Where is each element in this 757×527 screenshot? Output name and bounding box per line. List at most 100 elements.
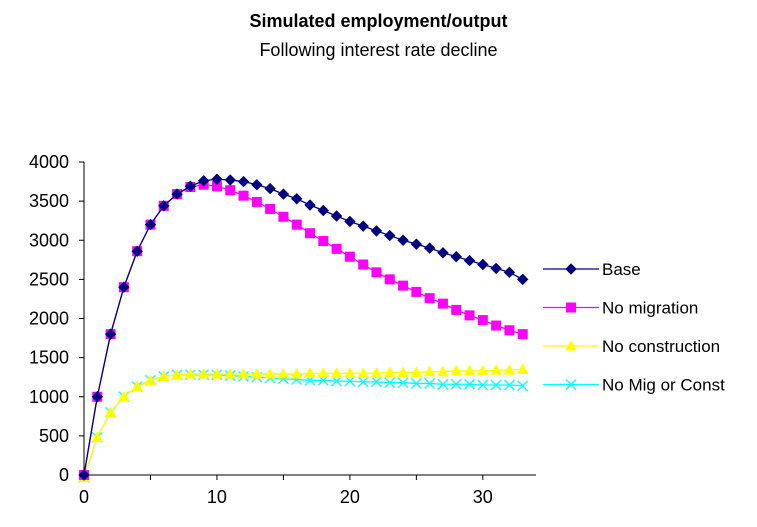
marker-stroke	[450, 378, 462, 390]
marker-stroke	[424, 377, 436, 389]
data-point	[370, 367, 383, 378]
data-point	[211, 368, 223, 379]
data-point	[424, 377, 436, 389]
data-point	[491, 320, 502, 331]
series-base	[78, 173, 529, 481]
x-tick-label: 30	[473, 487, 493, 507]
marker-stroke	[371, 376, 382, 388]
data-point	[358, 259, 369, 270]
data-point	[305, 228, 315, 239]
data-point	[330, 210, 343, 222]
data-point	[317, 204, 330, 217]
data-point	[490, 364, 502, 375]
data-point	[437, 298, 448, 309]
data-point	[371, 267, 382, 278]
data-point	[477, 315, 488, 326]
data-point	[211, 173, 223, 185]
data-point	[423, 242, 436, 254]
data-point	[476, 364, 489, 376]
data-point	[171, 368, 183, 380]
x-tick-label: 0	[79, 487, 89, 507]
marker-stroke	[490, 379, 502, 391]
data-point	[371, 376, 382, 388]
data-point	[410, 366, 423, 377]
y-tick-label: 1000	[29, 387, 69, 407]
data-point	[477, 258, 489, 271]
series-line	[83, 178, 524, 476]
data-point	[264, 368, 276, 379]
data-point	[118, 281, 130, 293]
data-point	[237, 175, 250, 188]
chart-axes: 0 500 1000 1500 2000 2500 3000 3500 4000 0 10 20 30	[29, 152, 536, 507]
data-point	[238, 190, 249, 201]
marker-stroke	[565, 379, 577, 390]
data-point	[464, 378, 475, 390]
data-point	[357, 220, 369, 232]
data-point	[397, 234, 409, 246]
data-point	[463, 364, 476, 376]
legend-marker	[565, 263, 577, 275]
y-tick-label: 3000	[29, 230, 69, 250]
marker-stroke	[384, 377, 396, 389]
data-point	[398, 280, 409, 291]
data-point	[237, 368, 250, 379]
data-point	[184, 180, 197, 192]
data-point	[197, 175, 210, 187]
data-point	[278, 211, 289, 222]
data-point	[384, 377, 396, 389]
data-point	[330, 367, 343, 378]
data-point	[291, 219, 302, 230]
series-line	[83, 374, 523, 478]
data-point	[423, 365, 436, 377]
data-point	[344, 215, 356, 228]
data-point	[357, 376, 369, 388]
y-tick-label: 3500	[29, 191, 69, 211]
data-point	[144, 218, 157, 231]
data-point	[104, 328, 117, 340]
data-point	[516, 363, 529, 374]
series-no-construction	[78, 363, 529, 482]
data-point	[437, 247, 449, 259]
y-tick-label: 4000	[29, 152, 69, 172]
data-point	[357, 367, 370, 378]
legend-marker	[565, 339, 577, 351]
data-point	[517, 380, 529, 392]
data-point	[517, 329, 528, 340]
legend-marker	[566, 302, 576, 313]
data-point	[91, 391, 104, 403]
y-tick-label: 0	[59, 465, 69, 485]
data-point	[171, 188, 183, 200]
data-point	[503, 266, 516, 279]
data-point	[78, 469, 90, 481]
series-no-mig-or-const	[78, 369, 529, 483]
series-line	[83, 368, 523, 478]
data-point	[277, 368, 290, 379]
data-point	[424, 293, 435, 304]
y-tick-label: 500	[39, 426, 69, 446]
data-point	[104, 406, 117, 417]
data-point	[197, 368, 210, 379]
data-point	[410, 238, 423, 250]
data-point	[450, 378, 462, 390]
data-point	[331, 243, 342, 254]
data-point	[516, 273, 529, 286]
data-point	[264, 182, 276, 195]
data-point	[370, 225, 383, 237]
data-point	[344, 367, 356, 378]
series-layer	[78, 173, 529, 483]
data-point	[224, 368, 237, 379]
data-point	[158, 200, 170, 212]
chart-legend: Base No migration No construction No Mig or…	[543, 260, 725, 395]
data-point	[118, 390, 130, 402]
y-tick-label: 1500	[29, 348, 69, 368]
data-point	[450, 364, 463, 376]
legend-label: Base	[602, 260, 641, 279]
data-point	[397, 377, 409, 389]
marker-stroke	[477, 379, 489, 391]
data-point	[397, 366, 409, 377]
data-point	[383, 366, 396, 377]
data-point	[131, 380, 144, 392]
y-tick-label: 2000	[29, 309, 69, 329]
data-point	[304, 199, 316, 211]
data-point	[131, 245, 143, 257]
